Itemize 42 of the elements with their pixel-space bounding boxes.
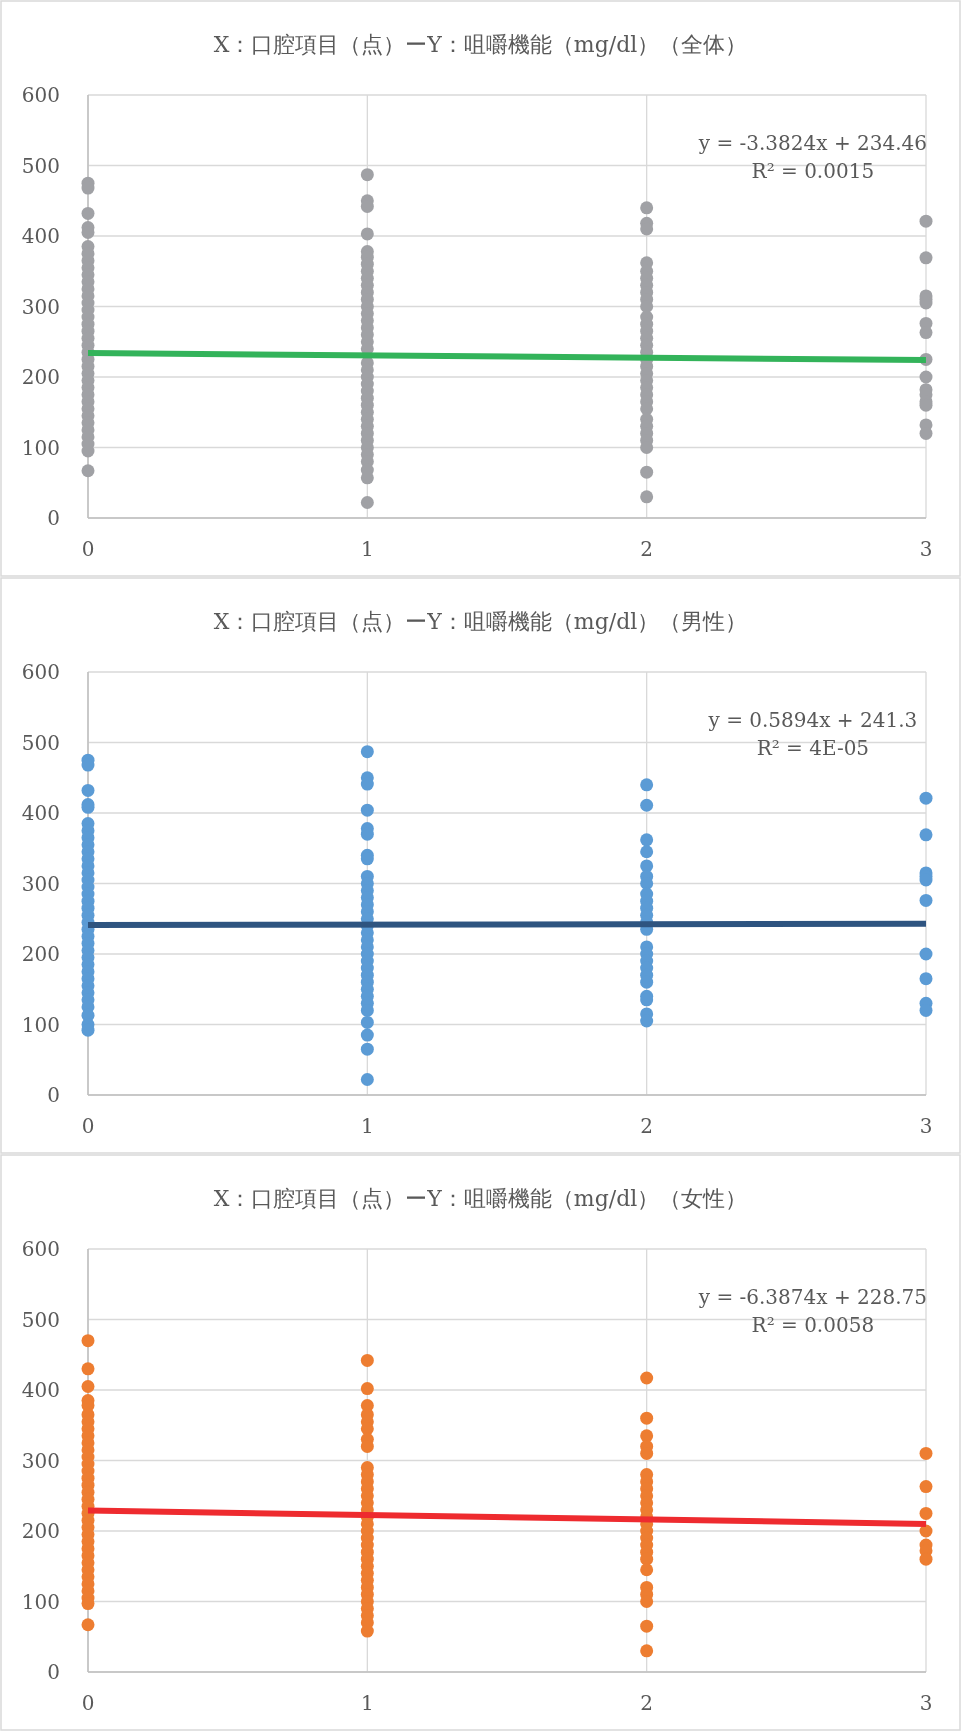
x-tick-label: 0 bbox=[81, 537, 95, 561]
y-tick-label: 100 bbox=[21, 435, 60, 460]
annotation: R² = 0.0015 bbox=[751, 159, 875, 183]
x-tick-label: 2 bbox=[640, 1691, 654, 1715]
chart-title: X：口腔項目（点）ーY：咀嚼機能（mg/dl）（女性） bbox=[213, 1186, 748, 1211]
y-tick-label: 0 bbox=[47, 506, 60, 530]
y-tick-label: 300 bbox=[21, 871, 60, 896]
x-tick-label: 0 bbox=[81, 1114, 95, 1138]
y-tick-label: 0 bbox=[47, 1660, 60, 1684]
y-tick-label: 600 bbox=[21, 83, 60, 107]
y-tick-label: 400 bbox=[21, 1378, 60, 1402]
x-tick-label: 1 bbox=[360, 1691, 374, 1715]
y-tick-label: 300 bbox=[21, 1448, 60, 1473]
annotation: y = -3.3824x + 234.46 bbox=[697, 131, 927, 155]
x-tick-label: 0 bbox=[81, 1691, 95, 1715]
y-tick-label: 500 bbox=[21, 730, 60, 755]
annotation: y = 0.5894x + 241.3 bbox=[707, 708, 918, 732]
y-tick-label: 200 bbox=[21, 942, 60, 966]
y-tick-label: 500 bbox=[21, 1307, 60, 1332]
y-tick-label: 600 bbox=[21, 1237, 60, 1261]
y-tick-label: 500 bbox=[21, 153, 60, 178]
y-tick-label: 400 bbox=[21, 801, 60, 825]
x-tick-label: 3 bbox=[919, 1691, 933, 1715]
annotation: R² = 4E-05 bbox=[756, 736, 870, 760]
y-tick-label: 200 bbox=[21, 1519, 60, 1543]
y-tick-label: 300 bbox=[21, 294, 60, 319]
x-tick-label: 3 bbox=[919, 1114, 933, 1138]
x-tick-label: 1 bbox=[360, 1114, 374, 1138]
x-tick-label: 3 bbox=[919, 537, 933, 561]
y-tick-label: 100 bbox=[21, 1012, 60, 1037]
x-tick-label: 1 bbox=[360, 537, 374, 561]
annotation: R² = 0.0058 bbox=[751, 1313, 875, 1337]
y-tick-label: 600 bbox=[21, 660, 60, 684]
chart-title: X：口腔項目（点）ーY：咀嚼機能（mg/dl）（全体） bbox=[213, 32, 748, 57]
x-tick-label: 2 bbox=[640, 1114, 654, 1138]
y-tick-label: 200 bbox=[21, 365, 60, 389]
y-tick-label: 100 bbox=[21, 1589, 60, 1614]
y-tick-label: 400 bbox=[21, 224, 60, 248]
chart-title: X：口腔項目（点）ーY：咀嚼機能（mg/dl）（男性） bbox=[213, 609, 748, 634]
x-tick-label: 2 bbox=[640, 537, 654, 561]
y-tick-label: 0 bbox=[47, 1083, 60, 1107]
annotation: y = -6.3874x + 228.75 bbox=[697, 1285, 927, 1309]
